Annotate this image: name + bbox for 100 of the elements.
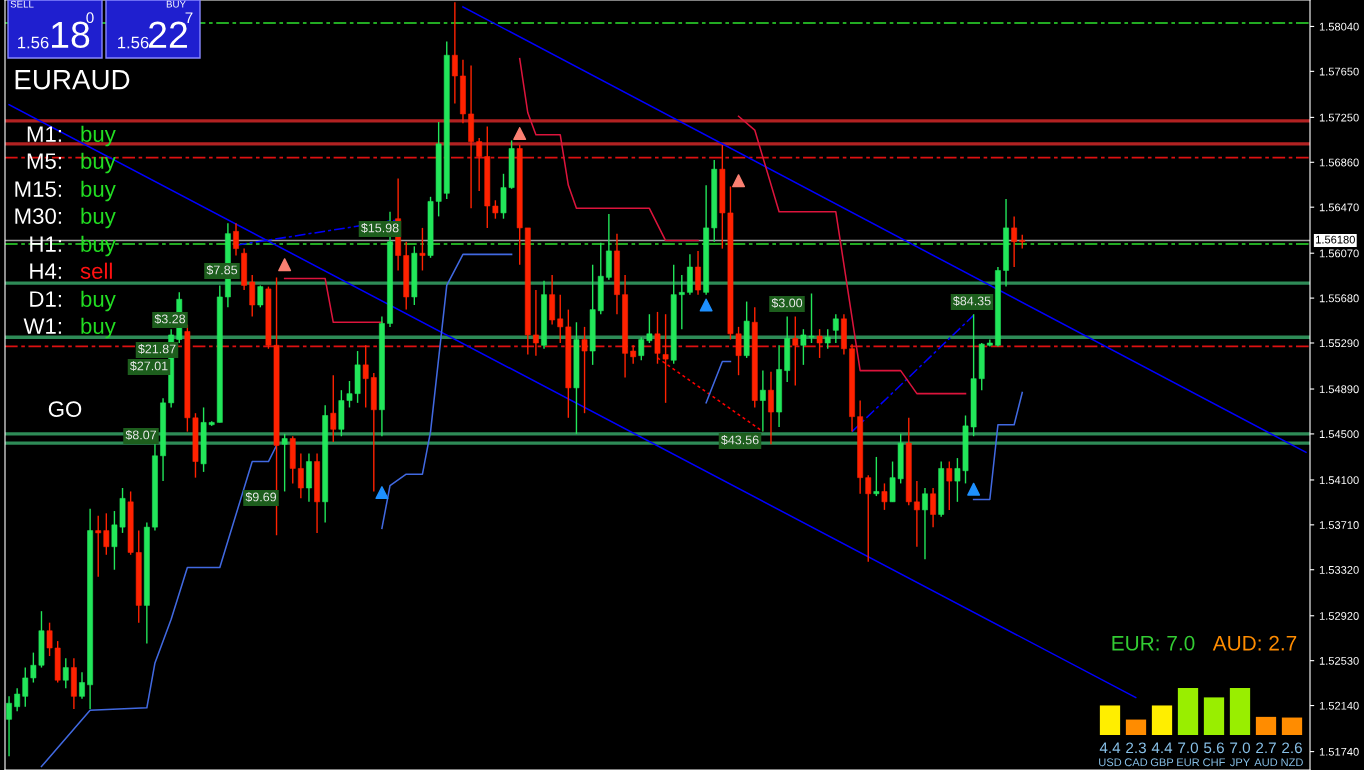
annotation: buy [81,180,116,202]
y-tick-label: 1.51740 [1319,747,1359,756]
y-tick-label: 1.56070 [1319,249,1359,258]
candlestick [760,369,766,433]
annotation: 18 [52,21,90,49]
annotation: buy [81,152,116,174]
data-label: 7.0 [1230,742,1251,754]
candlestick [14,687,21,712]
annotation: $8.07 [125,429,157,441]
candlestick [914,480,920,548]
candlestick [630,344,637,365]
y-tick-label: 1.54100 [1319,476,1359,485]
bar [1203,697,1225,735]
bar [1125,719,1147,735]
candlestick [249,274,256,318]
candlestick [79,671,85,700]
data-label: 2.6 [1282,742,1302,754]
y-tick-label: 1.55680 [1319,294,1359,303]
annotation: EUR: 7.0 [1112,635,1195,651]
candlestick [103,512,110,556]
candlestick [873,456,880,497]
candlestick [792,315,799,387]
candlestick [281,433,288,493]
data-label: 7.0 [1178,742,1199,754]
annotation: 22 [149,21,187,48]
annotation: H4: [30,263,61,279]
candlestick [330,374,337,443]
candlestick [1011,215,1018,268]
data-label: 2.3 [1126,742,1146,754]
bar [1281,717,1303,735]
bar [1255,716,1277,735]
bar [1177,688,1199,735]
x-tick-label: CAD [1124,758,1148,767]
annotation: buy [81,125,116,147]
x-tick-label: EUR [1177,758,1200,767]
y-tick-label: 1.52920 [1319,612,1359,620]
annotation: M15: [15,181,61,197]
y-tick-label: 1.52140 [1319,701,1359,710]
data-label: 5.6 [1203,742,1224,754]
y-tick-label: 1.55290 [1319,339,1359,348]
candlestick [832,313,839,344]
bar [1229,688,1251,735]
candlestick [451,1,458,105]
x-tick-label: CHF [1203,758,1225,767]
y-tick-label: 1.54500 [1319,430,1359,439]
annotation: $84.35 [953,295,991,307]
x-tick-label: NZD [1281,758,1303,767]
candlestick [768,371,774,445]
point [278,258,292,272]
annotation: 0 [86,12,94,24]
y-tick-label: 1.58040 [1319,22,1359,31]
annotation: BUY [166,0,186,8]
candlestick [533,289,539,357]
data-label: 2.7 [1256,742,1276,754]
annotation: buy [81,317,116,339]
annotation: GO [48,401,82,417]
annotation: $3.00 [771,297,803,309]
candlestick [233,222,239,257]
point [967,482,981,496]
annotation: 1.56 [18,36,49,49]
candlestick [654,311,661,365]
candlestick [95,514,102,578]
point [699,298,713,312]
bar [1151,705,1173,735]
candlestick [865,474,872,563]
y-tick-label: 1.54890 [1319,385,1359,394]
candlestick [6,695,12,757]
candlestick [930,487,936,528]
annotation: $27.01 [130,360,168,372]
point [732,174,746,188]
y-tick-label: 1.53320 [1319,566,1359,574]
annotation: $7.85 [206,264,238,276]
candlestick [581,326,588,414]
y-tick-label: 1.57650 [1319,67,1359,76]
text: EURAUD [15,70,130,90]
x-tick-label: JPY [1229,758,1250,767]
annotation: $9.69 [245,491,277,503]
line-series [40,444,278,768]
x-tick-label: AUD [1254,758,1278,767]
candlestick [257,284,264,309]
candlestick [62,657,69,689]
annotation: M30: [15,208,61,224]
candlestick [816,328,823,359]
candlestick [678,274,685,330]
annotation: M1: [27,126,61,142]
candlestick [419,227,426,272]
annotation: buy [81,290,116,312]
point [513,127,527,141]
annotation: $3.28 [154,313,186,325]
y-tick-label: 1.57250 [1319,113,1359,122]
line-series [518,57,699,242]
annotation: 1.56 [118,36,149,49]
candlestick [557,293,564,344]
candlestick [922,487,928,561]
candlestick [881,482,888,511]
annotation: AUD: 2.7 [1212,635,1297,651]
y-tick-label: 1.52530 [1319,656,1359,665]
annotation: $21.87 [138,343,176,355]
candlestick [662,313,669,404]
annotation: buy [81,207,116,229]
